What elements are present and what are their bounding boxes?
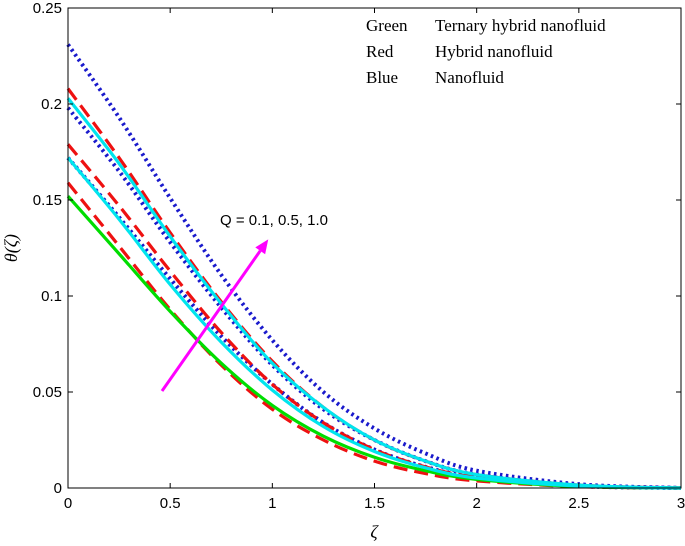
annotation-label: Q = 0.1, 0.5, 1.0 — [220, 212, 328, 229]
y-axis: 0 0.05 0.1 0.15 0.2 0.25 — [33, 0, 681, 497]
y-tick-label: 0.05 — [33, 384, 62, 401]
series-line-ternary-7 — [66, 195, 682, 490]
y-axis-label: θ(ζ) — [1, 234, 22, 262]
series-line-ternary_mid-9 — [66, 97, 682, 490]
series-line-nano-3 — [66, 43, 682, 490]
x-tick-label: 1.5 — [364, 495, 385, 512]
arrow-shaft — [160, 249, 262, 392]
y-tick-label: 0 — [54, 480, 62, 497]
x-tick-label: 2 — [472, 495, 480, 512]
legend-text-blue: Nanofluid — [435, 68, 504, 87]
y-tick-label: 0.1 — [41, 288, 62, 305]
y-tick-label: 0.15 — [33, 192, 62, 209]
x-axis: 0 0.5 1 1.5 2 2.5 3 — [64, 8, 685, 512]
x-tick-label: 1 — [268, 495, 276, 512]
legend-text-green: Ternary hybrid nanofluid — [435, 16, 606, 35]
x-tick-label: 2.5 — [568, 495, 589, 512]
legend: Green Ternary hybrid nanofluid Red Hybri… — [366, 16, 606, 87]
legend-text-red: Hybrid nanofluid — [435, 42, 553, 61]
legend-key-red: Red — [366, 42, 394, 61]
y-tick-label: 0.2 — [41, 96, 62, 113]
annotation-arrow — [160, 239, 269, 392]
series-line-hybrid-4 — [66, 181, 682, 490]
series-line-hybrid-5 — [66, 143, 682, 490]
x-axis-label: ζ — [370, 522, 379, 542]
series-layer — [66, 43, 682, 490]
arrow-head — [255, 239, 269, 255]
legend-key-green: Green — [366, 16, 408, 35]
x-tick-label: 0.5 — [160, 495, 181, 512]
series-line-hybrid-6 — [66, 87, 682, 490]
y-tick-label: 0.25 — [33, 0, 62, 17]
legend-key-blue: Blue — [366, 68, 398, 87]
x-tick-label: 0 — [64, 495, 72, 512]
x-tick-label: 3 — [677, 495, 685, 512]
series-line-ternary_mid-8 — [66, 156, 682, 490]
